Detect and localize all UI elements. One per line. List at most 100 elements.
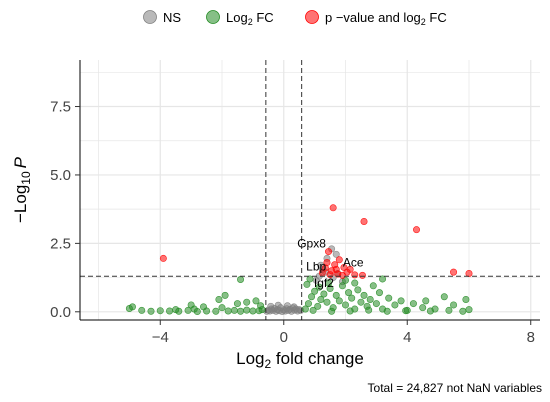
data-point-series-1 (422, 297, 430, 305)
data-point-series-1 (128, 303, 136, 311)
data-point-series-2 (346, 265, 354, 273)
y-tick-label: 5.0 (50, 167, 71, 184)
data-point-series-1 (450, 301, 458, 309)
data-point-series-2 (325, 248, 333, 256)
y-tick-label: 0.0 (50, 304, 71, 321)
data-point-series-2 (335, 256, 343, 264)
data-point-series-1 (342, 276, 350, 284)
data-point-series-1 (402, 307, 410, 315)
data-point-series-1 (308, 293, 316, 301)
data-point-series-1 (335, 297, 343, 305)
data-point-series-1 (462, 295, 470, 303)
y-axis-title: −Log10P (11, 156, 33, 223)
data-point-series-1 (379, 275, 387, 283)
data-point-series-1 (459, 307, 467, 315)
data-point-series-1 (317, 295, 325, 303)
data-point-series-1 (237, 275, 245, 283)
data-point-series-1 (147, 307, 155, 315)
data-point-series-0 (283, 302, 291, 310)
data-point-series-2 (358, 271, 366, 279)
x-axis-title: Log2 fold change (236, 349, 364, 371)
data-point-series-1 (323, 298, 331, 306)
data-point-series-1 (138, 306, 146, 314)
data-point-series-2 (323, 259, 331, 267)
data-point-series-1 (257, 302, 265, 310)
legend-marker (305, 10, 319, 24)
gene-label: Lbp (306, 260, 326, 274)
data-point-series-1 (357, 298, 365, 306)
data-point-series-1 (375, 289, 383, 297)
data-point-series-0 (274, 301, 282, 309)
data-point-series-1 (383, 307, 391, 315)
gene-label: Igf2 (314, 276, 334, 290)
data-point-series-1 (360, 291, 368, 299)
data-point-series-1 (445, 306, 453, 314)
data-point-series-1 (233, 300, 241, 308)
data-point-series-1 (366, 295, 374, 303)
data-point-series-1 (215, 295, 223, 303)
data-point-series-1 (342, 301, 350, 309)
legend-label: p −value and log2 FC (325, 10, 447, 27)
data-point-series-1 (212, 307, 220, 315)
data-point-series-1 (332, 291, 340, 299)
data-point-series-0 (267, 302, 275, 310)
data-point-series-1 (243, 298, 251, 306)
data-point-series-1 (156, 307, 164, 315)
data-point-series-1 (230, 306, 238, 314)
x-tick-label: 8 (527, 329, 535, 346)
data-point-series-1 (221, 291, 229, 299)
x-tick-label: 0 (280, 329, 288, 346)
legend-label: NS (163, 10, 181, 25)
data-point-series-1 (385, 294, 393, 302)
caption: Total = 24,827 not NaN variables (368, 381, 542, 395)
data-point-series-2 (329, 204, 337, 212)
legend: NS Log2 FC p −value and log2 FC (143, 10, 447, 27)
gene-label: Ace (343, 256, 364, 270)
data-point-series-1 (166, 307, 174, 315)
data-point-series-1 (243, 306, 251, 314)
data-point-series-1 (365, 306, 373, 314)
data-point-series-1 (346, 307, 354, 315)
data-point-series-2 (159, 254, 167, 262)
data-point-series-1 (345, 289, 353, 297)
data-point-series-1 (465, 306, 473, 314)
y-tick-label: 7.5 (50, 99, 71, 116)
points (125, 204, 473, 316)
data-point-series-1 (252, 297, 260, 305)
data-point-series-1 (354, 286, 362, 294)
data-point-series-1 (218, 304, 226, 312)
data-point-series-1 (338, 282, 346, 290)
data-point-series-1 (249, 307, 257, 315)
data-point-series-1 (314, 302, 322, 310)
data-point-series-1 (397, 297, 405, 305)
data-point-series-1 (309, 306, 317, 314)
x-tick-label: 4 (403, 329, 411, 346)
y-tick-label: 2.5 (50, 235, 71, 252)
data-point-series-2 (413, 226, 421, 234)
data-point-series-2 (360, 217, 368, 225)
data-point-series-1 (306, 275, 314, 283)
data-point-series-1 (172, 306, 180, 314)
data-point-series-1 (320, 290, 328, 298)
data-point-series-1 (351, 279, 359, 287)
data-point-series-1 (328, 307, 336, 315)
cutoff-lines (80, 60, 540, 320)
data-point-series-1 (237, 307, 245, 315)
data-point-series-1 (301, 305, 309, 313)
data-point-series-1 (391, 301, 399, 309)
data-point-series-1 (348, 294, 356, 302)
data-point-series-1 (419, 304, 427, 312)
data-point-series-1 (224, 307, 232, 315)
data-point-series-2 (332, 265, 340, 273)
data-point-series-1 (199, 303, 207, 311)
data-point-series-1 (372, 300, 380, 308)
data-point-series-0 (290, 303, 298, 311)
data-point-series-0 (332, 250, 340, 258)
data-point-series-1 (190, 305, 198, 313)
legend-marker (143, 10, 157, 24)
data-point-series-1 (426, 307, 434, 315)
x-tick-label: −4 (152, 329, 169, 346)
data-point-series-1 (303, 280, 311, 288)
data-point-series-1 (311, 287, 319, 295)
